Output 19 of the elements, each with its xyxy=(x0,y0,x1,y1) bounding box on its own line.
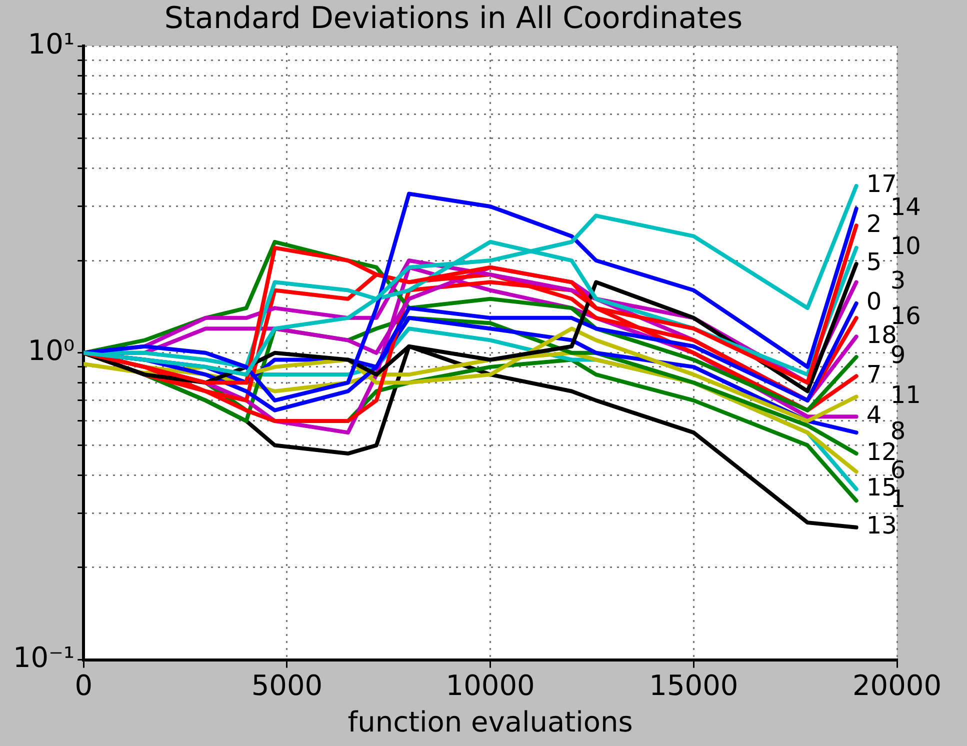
x-axis-title: function evaluations xyxy=(348,705,633,738)
series-label: 7 xyxy=(866,360,882,388)
series-label: 10 xyxy=(890,232,921,260)
x-tick-label: 0 xyxy=(74,668,93,702)
series-label: 3 xyxy=(890,266,906,294)
x-tick-label: 20000 xyxy=(852,668,942,702)
series-label: 4 xyxy=(866,400,882,429)
y-tick-label: 10⁰ xyxy=(28,334,75,368)
series-label: 13 xyxy=(866,512,897,540)
series-label: 0 xyxy=(866,288,882,316)
chart-title: Standard Deviations in All Coordinates xyxy=(164,0,743,36)
y-tick-label: 10⁻¹ xyxy=(12,641,75,674)
x-tick-label: 10000 xyxy=(446,668,535,702)
series-label: 5 xyxy=(866,248,882,276)
series-label: 2 xyxy=(866,210,882,238)
x-tick-label: 15000 xyxy=(649,668,738,702)
series-label: 11 xyxy=(890,380,921,409)
x-tick-label: 5000 xyxy=(251,668,323,702)
y-tick-label: 10¹ xyxy=(28,27,75,60)
